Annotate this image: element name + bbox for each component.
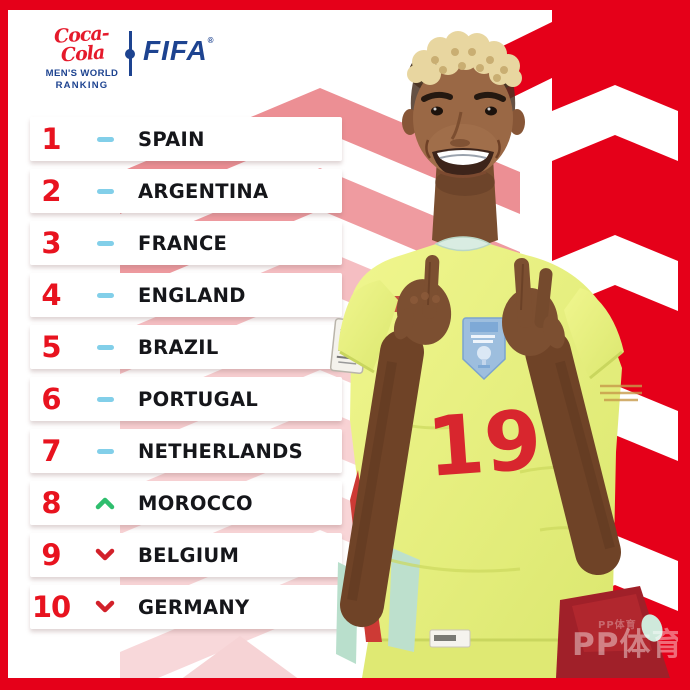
no-change-dash-icon (96, 292, 114, 298)
rank-up-chevron-icon (95, 497, 115, 510)
no-change-dash-icon (96, 240, 114, 246)
rank-number: 3 (41, 226, 61, 260)
country-name: PORTUGAL (138, 387, 259, 411)
player-body: 19 (329, 31, 670, 678)
watermark-small: PP体育 (598, 620, 637, 631)
country-name: GERMANY (138, 595, 250, 619)
ranking-list: 1 SPAIN 2 ARGENTINA 3 FRANCE 4 ENGLAND 5 BRAZIL 6 P… (30, 117, 342, 637)
rank-number: 6 (41, 382, 61, 416)
ranking-row: 9 BELGIUM (30, 533, 342, 577)
country-name: ENGLAND (138, 283, 246, 307)
ranking-row: 2 ARGENTINA (30, 169, 342, 213)
rank-number: 5 (41, 330, 61, 364)
rank-number: 7 (41, 434, 61, 468)
rank-number: 4 (41, 278, 61, 312)
mens-world-label: MEN'S WORLD (45, 68, 119, 79)
no-change-dash-icon (96, 188, 114, 194)
ranking-row: 5 BRAZIL (30, 325, 342, 369)
no-change-dash-icon (96, 136, 114, 142)
no-change-dash-icon (96, 448, 114, 454)
tournament-badge (462, 317, 506, 381)
country-name: MOROCCO (138, 491, 253, 515)
rank-down-chevron-icon (95, 600, 115, 613)
country-name: NETHERLANDS (138, 439, 303, 463)
ranking-row: 3 FRANCE (30, 221, 342, 265)
no-change-dash-icon (96, 396, 114, 402)
country-name: BELGIUM (138, 543, 240, 567)
country-name: BRAZIL (138, 335, 219, 359)
coca-cola-logo: Coca-Cola MEN'S WORLD RANKING (34, 22, 130, 92)
rank-down-chevron-icon (95, 548, 115, 561)
country-name: FRANCE (138, 231, 228, 255)
header-divider-dot (125, 49, 135, 59)
fifa-logo: FIFA® (143, 35, 215, 66)
country-name: ARGENTINA (138, 179, 269, 203)
registered-mark: ® (207, 36, 215, 45)
ranking-row: 6 PORTUGAL (30, 377, 342, 421)
ranking-row: 10 GERMANY (30, 585, 342, 629)
no-change-dash-icon (96, 344, 114, 350)
rank-number: 10 (31, 590, 71, 624)
country-name: SPAIN (138, 127, 205, 151)
ranking-row: 7 NETHERLANDS (30, 429, 342, 473)
header: Coca-Cola MEN'S WORLD RANKING FIFA® (0, 0, 340, 95)
watermark: PP体育 (572, 627, 684, 663)
ranking-row: 1 SPAIN (30, 117, 342, 161)
rank-number: 1 (41, 122, 61, 156)
rank-number: 2 (41, 174, 61, 208)
ranking-row: 8 MOROCCO (30, 481, 342, 525)
player-head (402, 31, 525, 178)
rank-number: 9 (41, 538, 61, 572)
ranking-row: 4 ENGLAND (30, 273, 342, 317)
bottom-chevron (166, 636, 314, 690)
rank-number: 8 (41, 486, 61, 520)
shirt-number: 19 (424, 393, 544, 496)
ranking-label: RANKING (55, 79, 109, 91)
